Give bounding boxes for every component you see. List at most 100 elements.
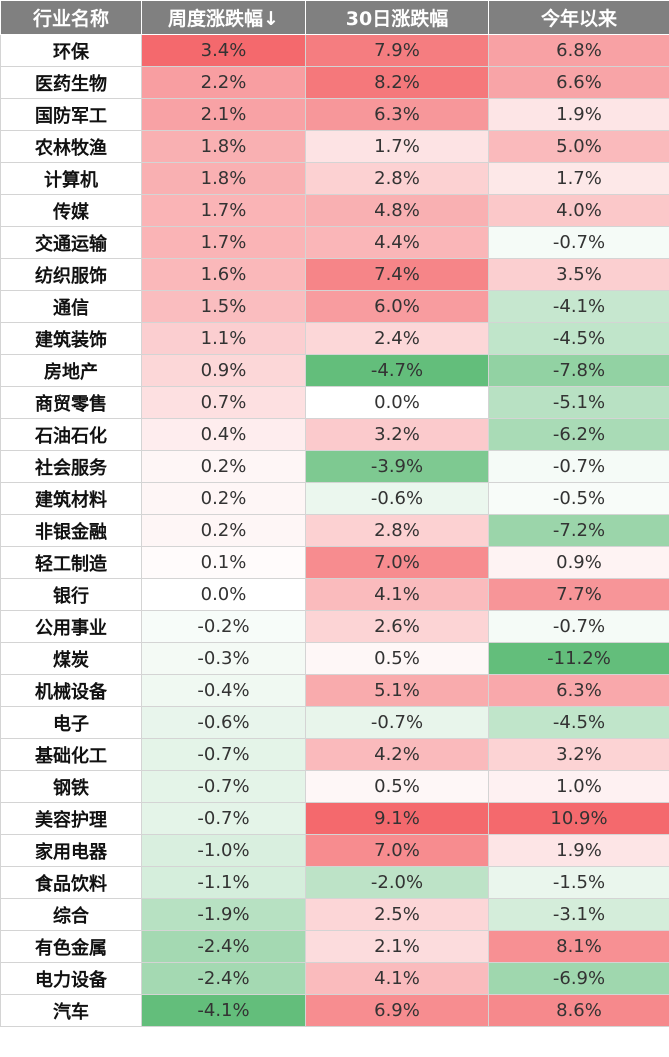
table-row: 计算机 1.8% 2.8% 1.7% xyxy=(0,162,669,195)
industry-name-cell: 国防军工 xyxy=(0,98,142,131)
industry-name-cell: 农林牧渔 xyxy=(0,130,142,163)
table-row: 轻工制造 0.1% 7.0% 0.9% xyxy=(0,546,669,579)
ytd-change-cell: -0.5% xyxy=(488,482,669,515)
header-industry-name: 行业名称 xyxy=(0,0,142,35)
weekly-change-cell: 1.8% xyxy=(141,130,306,163)
table-row: 环保 3.4% 7.9% 6.8% xyxy=(0,34,669,67)
change-30d-cell: 2.6% xyxy=(305,610,489,643)
industry-name-cell: 计算机 xyxy=(0,162,142,195)
weekly-change-cell: -1.9% xyxy=(141,898,306,931)
weekly-change-cell: 1.5% xyxy=(141,290,306,323)
industry-name-cell: 房地产 xyxy=(0,354,142,387)
change-30d-cell: -2.0% xyxy=(305,866,489,899)
ytd-change-cell: 3.5% xyxy=(488,258,669,291)
weekly-change-cell: -0.7% xyxy=(141,770,306,803)
table-row: 建筑材料 0.2% -0.6% -0.5% xyxy=(0,482,669,515)
change-30d-cell: 2.4% xyxy=(305,322,489,355)
table-row: 非银金融 0.2% 2.8% -7.2% xyxy=(0,514,669,547)
weekly-change-cell: 0.2% xyxy=(141,450,306,483)
change-30d-cell: 2.8% xyxy=(305,514,489,547)
change-30d-cell: -3.9% xyxy=(305,450,489,483)
weekly-change-cell: -1.0% xyxy=(141,834,306,867)
change-30d-cell: 6.3% xyxy=(305,98,489,131)
weekly-change-cell: 1.1% xyxy=(141,322,306,355)
weekly-change-cell: 0.7% xyxy=(141,386,306,419)
weekly-change-cell: 0.0% xyxy=(141,578,306,611)
industry-name-cell: 食品饮料 xyxy=(0,866,142,899)
weekly-change-cell: 1.7% xyxy=(141,226,306,259)
table-row: 电子 -0.6% -0.7% -4.5% xyxy=(0,706,669,739)
table-row: 基础化工 -0.7% 4.2% 3.2% xyxy=(0,738,669,771)
ytd-change-cell: -4.5% xyxy=(488,322,669,355)
industry-name-cell: 轻工制造 xyxy=(0,546,142,579)
table-row: 钢铁 -0.7% 0.5% 1.0% xyxy=(0,770,669,803)
table-row: 通信 1.5% 6.0% -4.1% xyxy=(0,290,669,323)
industry-name-cell: 纺织服饰 xyxy=(0,258,142,291)
ytd-change-cell: 1.0% xyxy=(488,770,669,803)
change-30d-cell: 2.8% xyxy=(305,162,489,195)
ytd-change-cell: 8.6% xyxy=(488,994,669,1027)
table-row: 电力设备 -2.4% 4.1% -6.9% xyxy=(0,962,669,995)
table-row: 商贸零售 0.7% 0.0% -5.1% xyxy=(0,386,669,419)
table-row: 有色金属 -2.4% 2.1% 8.1% xyxy=(0,930,669,963)
table-row: 房地产 0.9% -4.7% -7.8% xyxy=(0,354,669,387)
weekly-change-cell: -0.7% xyxy=(141,802,306,835)
industry-name-cell: 社会服务 xyxy=(0,450,142,483)
header-30d-change[interactable]: 30日涨跌幅 xyxy=(305,0,489,35)
ytd-change-cell: 0.9% xyxy=(488,546,669,579)
table-row: 交通运输 1.7% 4.4% -0.7% xyxy=(0,226,669,259)
ytd-change-cell: 10.9% xyxy=(488,802,669,835)
weekly-change-cell: -0.7% xyxy=(141,738,306,771)
table-row: 公用事业 -0.2% 2.6% -0.7% xyxy=(0,610,669,643)
ytd-change-cell: 7.7% xyxy=(488,578,669,611)
industry-name-cell: 汽车 xyxy=(0,994,142,1027)
weekly-change-cell: 0.9% xyxy=(141,354,306,387)
header-weekly-change[interactable]: 周度涨跌幅↓ xyxy=(141,0,306,35)
industry-name-cell: 煤炭 xyxy=(0,642,142,675)
change-30d-cell: 7.0% xyxy=(305,834,489,867)
change-30d-cell: 5.1% xyxy=(305,674,489,707)
industry-name-cell: 电力设备 xyxy=(0,962,142,995)
change-30d-cell: 2.5% xyxy=(305,898,489,931)
table-row: 传媒 1.7% 4.8% 4.0% xyxy=(0,194,669,227)
ytd-change-cell: -6.2% xyxy=(488,418,669,451)
table-row: 综合 -1.9% 2.5% -3.1% xyxy=(0,898,669,931)
ytd-change-cell: -6.9% xyxy=(488,962,669,995)
weekly-change-cell: 3.4% xyxy=(141,34,306,67)
weekly-change-cell: -0.4% xyxy=(141,674,306,707)
ytd-change-cell: -0.7% xyxy=(488,610,669,643)
industry-name-cell: 通信 xyxy=(0,290,142,323)
change-30d-cell: 4.1% xyxy=(305,578,489,611)
change-30d-cell: 6.0% xyxy=(305,290,489,323)
table-row: 家用电器 -1.0% 7.0% 1.9% xyxy=(0,834,669,867)
weekly-change-cell: 0.4% xyxy=(141,418,306,451)
weekly-change-cell: 0.2% xyxy=(141,482,306,515)
industry-name-cell: 美容护理 xyxy=(0,802,142,835)
change-30d-cell: 7.4% xyxy=(305,258,489,291)
weekly-change-cell: 1.8% xyxy=(141,162,306,195)
change-30d-cell: 4.4% xyxy=(305,226,489,259)
industry-name-cell: 传媒 xyxy=(0,194,142,227)
ytd-change-cell: 3.2% xyxy=(488,738,669,771)
table-row: 汽车 -4.1% 6.9% 8.6% xyxy=(0,994,669,1027)
industry-name-cell: 有色金属 xyxy=(0,930,142,963)
table-row: 石油石化 0.4% 3.2% -6.2% xyxy=(0,418,669,451)
table-row: 纺织服饰 1.6% 7.4% 3.5% xyxy=(0,258,669,291)
industry-name-cell: 银行 xyxy=(0,578,142,611)
weekly-change-cell: 0.2% xyxy=(141,514,306,547)
table-header: 行业名称 周度涨跌幅↓ 30日涨跌幅 今年以来 xyxy=(0,0,669,35)
industry-name-cell: 石油石化 xyxy=(0,418,142,451)
weekly-change-cell: 1.7% xyxy=(141,194,306,227)
change-30d-cell: 0.5% xyxy=(305,770,489,803)
weekly-change-cell: -0.3% xyxy=(141,642,306,675)
industry-name-cell: 医药生物 xyxy=(0,66,142,99)
ytd-change-cell: -1.5% xyxy=(488,866,669,899)
industry-name-cell: 综合 xyxy=(0,898,142,931)
header-ytd-change[interactable]: 今年以来 xyxy=(488,0,669,35)
change-30d-cell: 8.2% xyxy=(305,66,489,99)
change-30d-cell: 6.9% xyxy=(305,994,489,1027)
ytd-change-cell: 5.0% xyxy=(488,130,669,163)
table-row: 煤炭 -0.3% 0.5% -11.2% xyxy=(0,642,669,675)
table-body: 环保 3.4% 7.9% 6.8% 医药生物 2.2% 8.2% 6.6% 国防军工 2.1% 6.… xyxy=(0,34,669,1027)
change-30d-cell: 9.1% xyxy=(305,802,489,835)
